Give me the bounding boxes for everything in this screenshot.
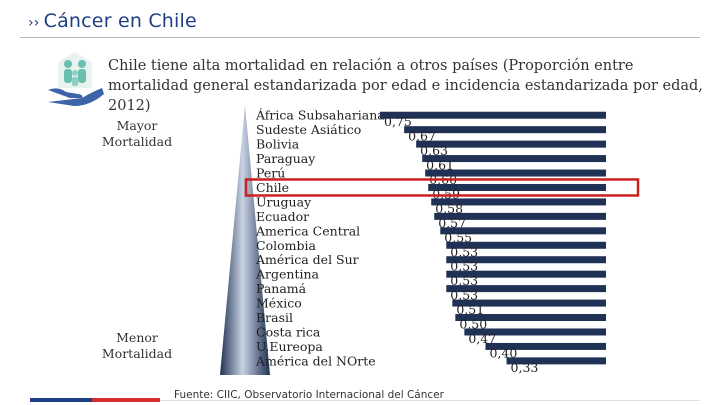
- bar: [422, 155, 606, 163]
- category-label: Sudeste Asiático: [256, 122, 361, 137]
- family-hands-icon: [48, 52, 104, 106]
- lower-mortality-label: Menor Mortalidad: [101, 330, 173, 361]
- bar: [506, 357, 606, 365]
- bar: [446, 285, 606, 293]
- source-note: Fuente: CIIC, Observatorio Internacional…: [174, 389, 444, 401]
- page-title-text: Cáncer en Chile: [43, 10, 197, 32]
- bar: [452, 299, 606, 307]
- value-label: 0,50: [459, 317, 487, 332]
- value-label: 0,58: [435, 201, 463, 216]
- footer-divider: [160, 400, 700, 401]
- category-label: Costa rica: [256, 324, 321, 339]
- category-label: Perú: [256, 166, 285, 181]
- value-label: 0,57: [438, 215, 466, 230]
- value-label: 0,53: [450, 244, 478, 259]
- category-label: Uruguay: [256, 194, 312, 209]
- category-label: U.Eureopa: [256, 339, 323, 354]
- category-label: México: [256, 296, 302, 311]
- bar: [485, 342, 606, 350]
- category-label: Bolivia: [256, 137, 300, 152]
- value-label: 0,47: [468, 331, 496, 346]
- value-label: 0,53: [450, 273, 478, 288]
- bar: [446, 270, 606, 278]
- triangle-gradient-icon: [220, 105, 270, 375]
- bar: [434, 212, 606, 220]
- category-label: America Central: [255, 223, 360, 238]
- chile-highlight-box: [244, 178, 640, 197]
- page-title: ›› Cáncer en Chile: [28, 10, 197, 32]
- bar: [380, 111, 606, 119]
- bar: [464, 328, 606, 336]
- value-label: 0,40: [489, 345, 517, 360]
- value-label: 0,33: [511, 360, 539, 375]
- top-line: [0, 0, 720, 4]
- category-label: Chile: [256, 180, 289, 195]
- value-label: 0,67: [408, 129, 436, 144]
- higher-mortality-label: Mayor Mortalidad: [101, 118, 173, 149]
- value-label: 0,53: [450, 288, 478, 303]
- bar: [431, 198, 606, 206]
- bar: [425, 169, 606, 177]
- value-label: 0,51: [456, 302, 484, 317]
- bar: [440, 227, 606, 235]
- category-label: Ecuador: [256, 209, 309, 224]
- bar: [455, 314, 606, 322]
- category-label: América del NOrte: [255, 353, 376, 368]
- footer-flag-bar: [30, 398, 160, 402]
- value-label: 0,59: [432, 186, 460, 201]
- category-label: Brasil: [256, 310, 293, 325]
- chart-subtitle: Chile tiene alta mortalidad en relación …: [108, 58, 703, 114]
- bar: [404, 126, 606, 134]
- value-label: 0,75: [384, 114, 412, 129]
- bar: [446, 241, 606, 249]
- value-label: 0,55: [444, 230, 472, 245]
- bar: [446, 256, 606, 264]
- category-label: Colombia: [256, 238, 316, 253]
- bar: [416, 140, 606, 148]
- category-label: América del Sur: [255, 252, 359, 267]
- category-label: Argentina: [255, 267, 320, 282]
- chevron-icon: ››: [28, 15, 40, 31]
- value-label: 0,61: [426, 158, 454, 173]
- category-label: Panamá: [256, 281, 307, 296]
- footer-blue-segment: [30, 398, 92, 402]
- value-label: 0,63: [420, 143, 448, 158]
- bar: [428, 183, 606, 191]
- title-divider: [20, 37, 700, 38]
- category-label: África Subsahariana: [255, 108, 385, 123]
- category-label: Paraguay: [256, 151, 316, 166]
- value-label: 0,53: [450, 259, 478, 274]
- footer-red-segment: [92, 398, 160, 402]
